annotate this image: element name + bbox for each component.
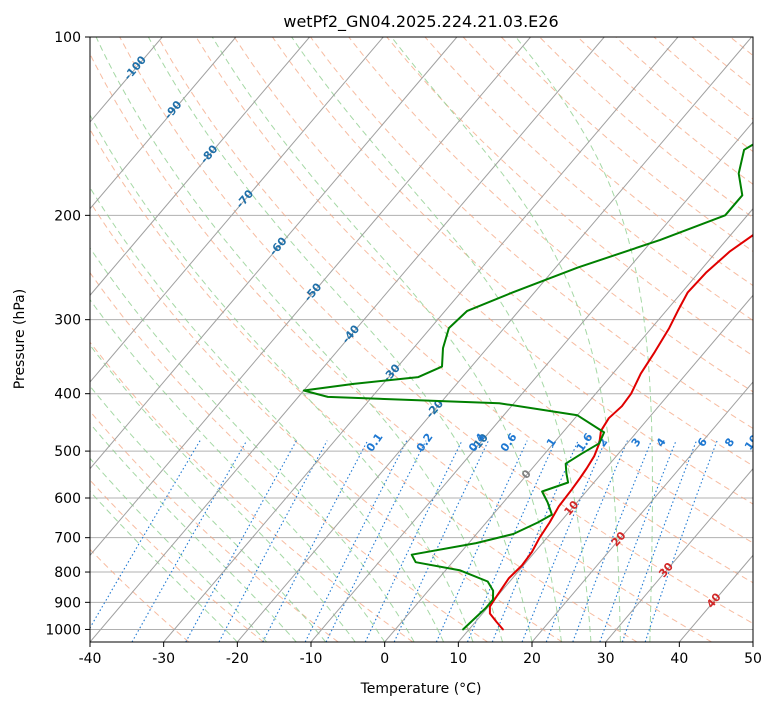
isotherm-line xyxy=(90,37,384,383)
y-tick-label: 1000 xyxy=(45,622,81,638)
moist-adiabat-line xyxy=(90,186,445,642)
y-tick-label: 100 xyxy=(54,30,81,46)
mixing-ratio-line xyxy=(90,440,201,629)
mixing-ratio-line xyxy=(185,440,297,642)
mixing-ratio-line xyxy=(218,440,328,642)
moist-adiabat-line xyxy=(90,247,415,642)
y-tick-label: 200 xyxy=(54,208,81,224)
mixing-ratio-line xyxy=(599,440,677,642)
isotherm-line xyxy=(236,37,752,642)
moist-adiabat-line xyxy=(90,422,297,642)
isotherm-line xyxy=(457,294,753,642)
mixing-ratio-line xyxy=(466,440,557,642)
x-axis: -40 -30 -20 -10 0 10 20 30 40 50 xyxy=(79,642,762,667)
dry-adiabat-line xyxy=(310,37,753,430)
mixing-ratio-line xyxy=(435,440,528,642)
isotherm-line xyxy=(605,467,753,642)
moist-adiabat-line xyxy=(147,37,533,642)
y-tick-label: 700 xyxy=(54,531,81,547)
x-tick-label: 40 xyxy=(670,651,688,667)
dry-adiabat-line xyxy=(157,37,753,584)
moist-adiabat-line xyxy=(211,37,562,642)
y-tick-label: 300 xyxy=(54,313,81,329)
x-tick-label: -20 xyxy=(226,651,249,667)
x-tick-label: -30 xyxy=(152,651,175,667)
dry-adiabat-line xyxy=(271,37,753,467)
y-axis-label: Pressure (hPa) xyxy=(12,289,28,389)
moist-adiabat-line xyxy=(515,37,653,642)
isotherm-line xyxy=(90,37,605,642)
y-tick-label: 500 xyxy=(54,444,81,460)
mixing-ratio-line xyxy=(325,440,427,642)
isotherm-line xyxy=(531,381,753,642)
mixing-ratio-label: 10 xyxy=(742,432,762,452)
x-tick-label: 20 xyxy=(523,651,541,667)
x-axis-label: Temperature (°C) xyxy=(360,681,482,697)
y-tick-label: 600 xyxy=(54,491,81,507)
x-tick-label: 10 xyxy=(449,651,467,667)
moist-adiabat-line xyxy=(90,385,327,642)
moist-adiabat-line xyxy=(90,114,474,642)
isotherm-line xyxy=(384,207,753,642)
dewpoint-profile-line xyxy=(302,143,753,631)
profile-series-group xyxy=(302,143,753,631)
isotherm-line xyxy=(90,37,310,297)
dry-adiabat-line xyxy=(90,479,264,642)
moist-adiabat-line xyxy=(391,37,621,642)
dry-adiabat-line xyxy=(90,341,414,642)
isotherm-line xyxy=(90,37,531,557)
dry-adiabat-line xyxy=(90,271,488,642)
chart-title: wetPf2_GN04.2025.224.21.03.E26 xyxy=(283,12,558,32)
isotherm-line xyxy=(90,37,237,210)
mixing-ratio-line xyxy=(304,440,408,642)
y-tick-label: 400 xyxy=(54,387,81,403)
dry-adiabat-line xyxy=(233,37,753,505)
moist-adiabat-line xyxy=(90,298,386,642)
dry-adiabat-line xyxy=(462,37,753,287)
plot-frame xyxy=(89,36,754,643)
x-tick-label: -40 xyxy=(79,651,102,667)
temperature-profile-line xyxy=(488,233,753,631)
mixing-ratio-line xyxy=(621,440,698,642)
dry-adiabat-line xyxy=(119,37,753,624)
moist-adiabat-line xyxy=(90,344,356,642)
mixing-ratio-line xyxy=(644,440,718,642)
isotherm-line xyxy=(163,37,679,642)
background-lines-group xyxy=(90,37,753,642)
isotherm-line xyxy=(310,121,753,642)
dry-adiabat-line xyxy=(348,37,753,393)
y-tick-label: 900 xyxy=(54,595,81,611)
dry-adiabat-line xyxy=(90,548,190,642)
dry-adiabat-line xyxy=(90,201,563,642)
y-tick-label: 800 xyxy=(54,565,81,581)
moist-adiabat-line xyxy=(95,37,503,642)
isotherm-line xyxy=(90,37,458,470)
mixing-ratio-line xyxy=(131,440,248,642)
x-tick-label: 50 xyxy=(744,651,762,667)
x-tick-label: 0 xyxy=(380,651,389,667)
x-tick-label: -10 xyxy=(300,651,323,667)
y-axis: 100 200 300 400 500 600 700 800 900 1000 xyxy=(45,30,90,638)
plot-background xyxy=(90,37,753,642)
dry-adiabat-line xyxy=(90,128,638,642)
x-tick-label: 30 xyxy=(597,651,615,667)
moist-adiabat-line xyxy=(291,37,592,642)
